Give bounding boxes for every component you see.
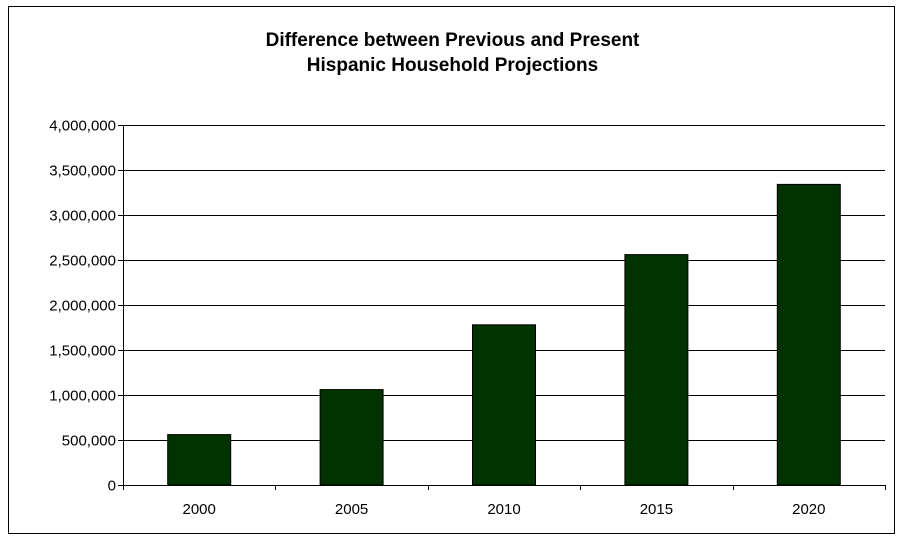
y-tick-label: 1,500,000 [49,343,116,360]
y-tick-label: 3,000,000 [49,208,116,225]
y-tick-label: 0 [108,478,116,495]
x-tick-label: 2010 [487,501,520,518]
bar-2015 [624,254,689,486]
y-tick-label: 3,500,000 [49,163,116,180]
bar-chart: 0 500,000 1,000,000 1,500,000 2,000,000 2,500… [49,118,886,518]
bar-2000 [167,434,232,486]
chart-title-line-2: Hispanic Household Projections [306,55,599,76]
y-tick-label: 500,000 [62,433,116,450]
x-tick-label: 2000 [183,501,216,518]
y-tick-label: 1,000,000 [49,388,116,405]
y-tick-label: 2,000,000 [49,298,116,315]
x-tick-label: 2020 [792,501,825,518]
chart-title: Difference between Previous and Present … [9,28,896,78]
x-tick-label: 2015 [640,501,673,518]
y-tick-label: 2,500,000 [49,253,116,270]
x-tick-label: 2005 [335,501,368,518]
bar-2020 [776,183,841,486]
bar-2005 [319,389,384,486]
chart-title-line-1: Difference between Previous and Present [265,30,640,51]
chart-frame: Difference between Previous and Present … [8,6,895,534]
y-tick-label: 4,000,000 [49,118,116,135]
bar-2010 [472,324,536,486]
